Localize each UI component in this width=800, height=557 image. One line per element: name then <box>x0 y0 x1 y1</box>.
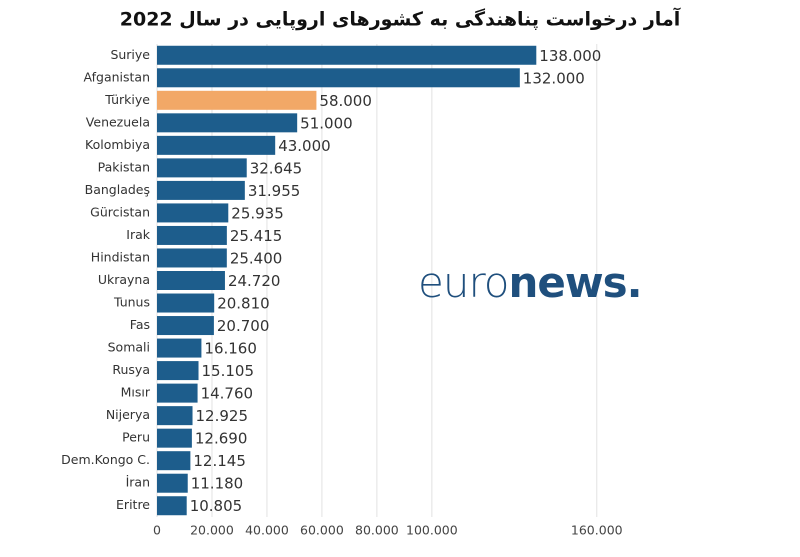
category-label: Kolombiya <box>85 137 150 152</box>
x-tick-label: 0 <box>153 523 161 538</box>
x-tick-label: 160.000 <box>571 523 623 538</box>
bar <box>157 203 229 223</box>
category-label: Irak <box>126 227 150 242</box>
value-label: 20.700 <box>217 317 270 335</box>
x-tick-label: 60.000 <box>300 523 344 538</box>
category-label: Nijerya <box>106 407 150 422</box>
bar <box>157 248 227 268</box>
bar <box>157 158 247 178</box>
x-tick-label: 40.000 <box>245 523 289 538</box>
category-label: Fas <box>130 317 150 332</box>
category-label: Venezuela <box>86 114 150 129</box>
value-label: 25.415 <box>230 227 283 245</box>
value-label: 20.810 <box>217 295 269 313</box>
category-label: Ukrayna <box>98 272 150 287</box>
x-tick-label: 100.000 <box>406 523 458 538</box>
category-label: Afganistan <box>84 69 151 84</box>
value-label: 58.000 <box>319 92 372 110</box>
value-label: 32.645 <box>250 159 303 177</box>
bar <box>157 135 276 155</box>
chart-title: آمار درخواست پناهندگی به کشورهای اروپایی… <box>120 7 681 31</box>
value-label: 132.000 <box>523 69 585 87</box>
value-label: 12.925 <box>196 407 249 425</box>
logo-bold: news. <box>509 258 642 307</box>
bar <box>157 428 192 448</box>
category-label: İran <box>126 475 150 490</box>
value-label: 11.180 <box>191 475 244 493</box>
category-label: Rusya <box>112 362 150 377</box>
category-label: Gürcistan <box>90 204 150 219</box>
value-label: 31.955 <box>248 182 301 200</box>
x-tick-label: 80.000 <box>355 523 399 538</box>
bar <box>157 316 214 336</box>
value-label: 14.760 <box>201 385 254 403</box>
category-label: Eritre <box>116 497 150 512</box>
bar <box>157 383 198 403</box>
category-label: Dem.Kongo C. <box>61 452 150 467</box>
bar <box>157 361 199 381</box>
bar <box>157 271 225 290</box>
category-label: Bangladeş <box>85 182 150 197</box>
value-label: 12.690 <box>195 430 248 448</box>
value-label: 16.160 <box>204 340 257 358</box>
bar <box>157 180 245 200</box>
category-label: Peru <box>122 430 150 445</box>
category-label: Somali <box>108 340 150 355</box>
value-label: 25.400 <box>230 249 283 267</box>
category-label: Pakistan <box>98 159 150 174</box>
grid: 0 20.000 40.000 60.000 80.000 100.000 160.000 <box>153 44 623 538</box>
bar <box>157 496 187 516</box>
bar <box>157 113 298 133</box>
bar <box>157 406 193 426</box>
bar <box>157 90 317 110</box>
bar <box>157 338 202 358</box>
value-label: 25.935 <box>231 204 283 222</box>
value-label: 51.000 <box>300 114 353 132</box>
category-label: Türkiye <box>104 92 150 107</box>
value-label: 24.720 <box>228 272 281 290</box>
value-label: 10.805 <box>190 497 243 515</box>
value-label: 138.000 <box>539 47 601 65</box>
bar <box>157 293 215 313</box>
bar <box>157 68 520 88</box>
x-tick-label: 20.000 <box>190 523 234 538</box>
logo-light: euro <box>418 258 509 307</box>
bar <box>157 473 188 493</box>
logo: euronews. <box>418 258 642 307</box>
value-label: 43.000 <box>278 137 331 155</box>
category-label: Suriye <box>110 47 150 62</box>
bar <box>157 225 227 245</box>
bars: Suriye 138.000 Afganistan 132.000 Türkiye 58.… <box>61 45 601 516</box>
value-label: 15.105 <box>202 362 255 380</box>
category-label: Tunus <box>113 295 150 310</box>
category-label: Hindistan <box>91 249 150 264</box>
bar <box>157 451 191 471</box>
bar <box>157 45 537 65</box>
value-label: 12.145 <box>193 452 246 470</box>
category-label: Mısır <box>121 385 151 400</box>
